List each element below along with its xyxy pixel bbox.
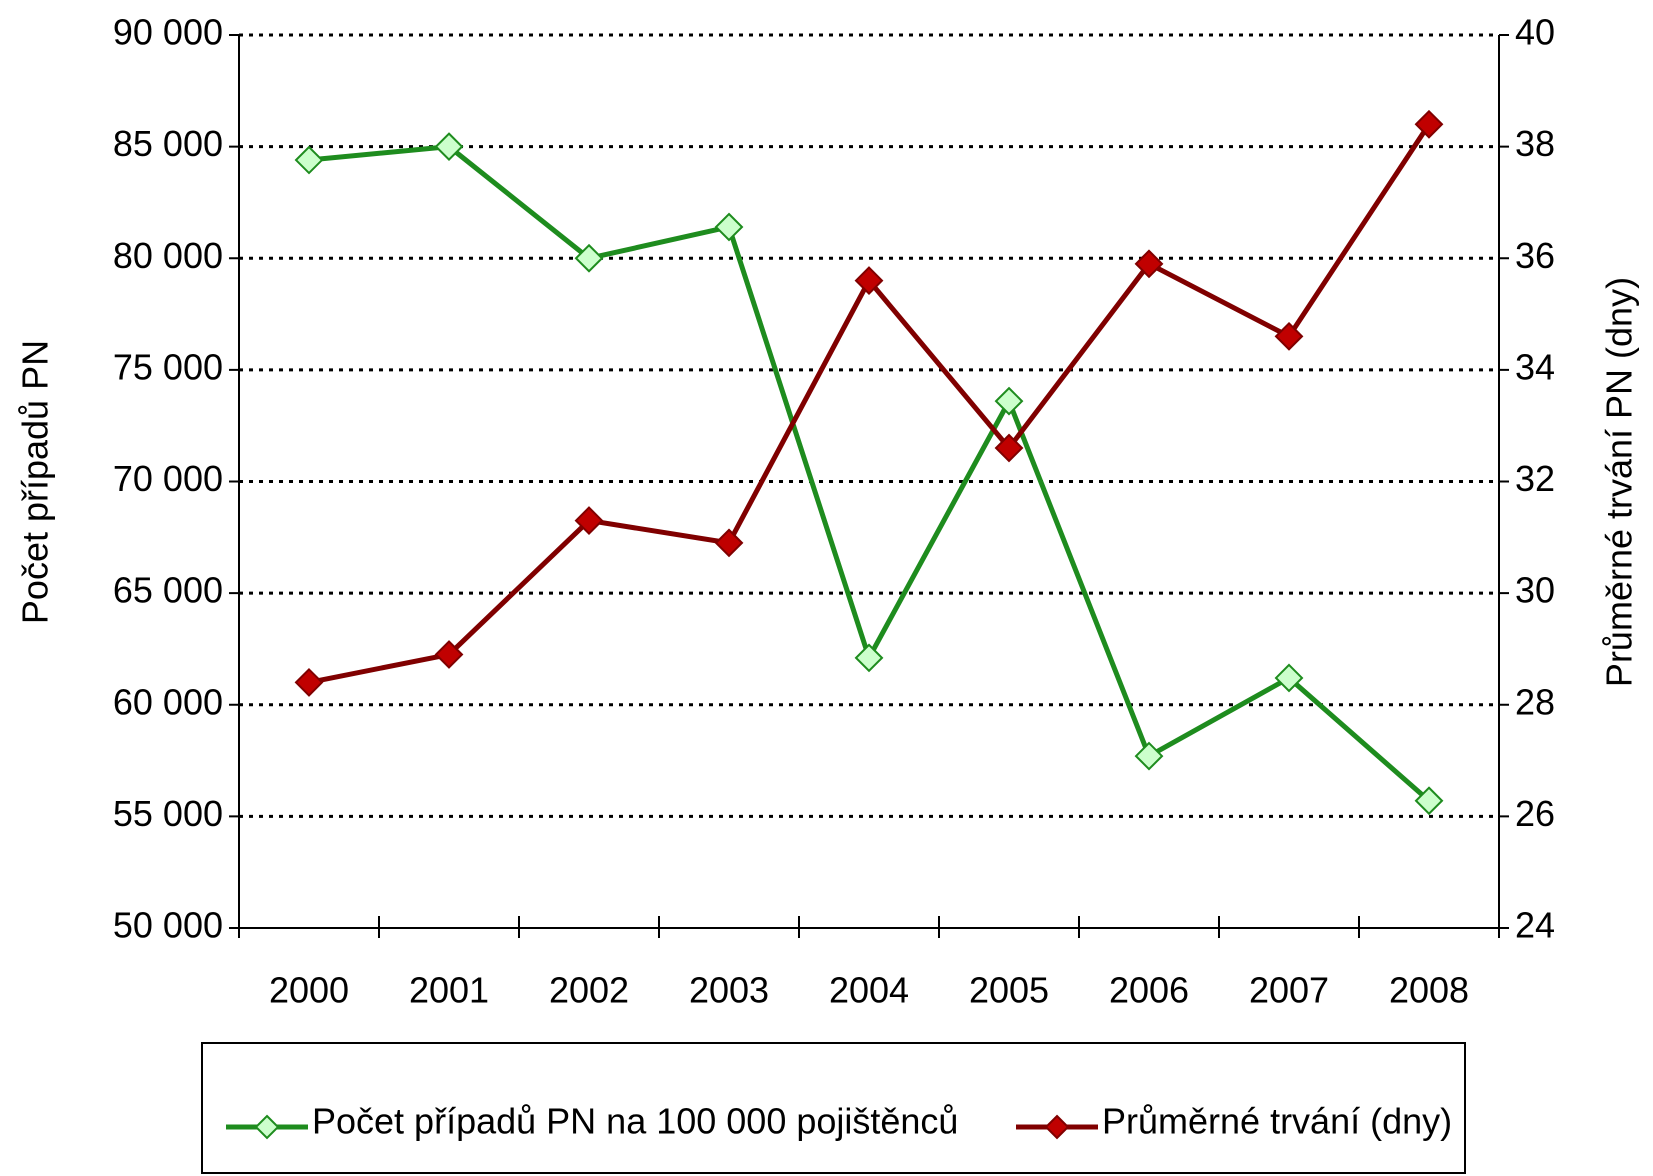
marker — [1414, 786, 1444, 816]
x-tick-label: 2001 — [409, 970, 489, 1011]
x-tick-label: 2006 — [1109, 970, 1189, 1011]
marker — [1134, 249, 1164, 279]
legend-box — [201, 1042, 1466, 1174]
y-axis-title: Počet případů PN — [15, 340, 56, 624]
y2-axis-title: Průměrné trvání PN (dny) — [1599, 277, 1640, 687]
x-tick-label: 2007 — [1249, 970, 1329, 1011]
y-tick-label: 60 000 — [113, 681, 223, 722]
marker — [294, 668, 324, 697]
y2-tick-label: 24 — [1515, 905, 1555, 946]
y2-tick-label: 28 — [1515, 681, 1555, 722]
y-tick-label: 80 000 — [113, 235, 223, 276]
marker — [294, 145, 324, 175]
x-tick-label: 2004 — [829, 970, 909, 1011]
marker — [1134, 741, 1164, 771]
y2-tick-label: 36 — [1515, 235, 1555, 276]
y2-tick-label: 26 — [1515, 793, 1555, 834]
y2-tick-label: 40 — [1515, 12, 1555, 53]
x-tick-label: 2000 — [269, 970, 349, 1011]
y-tick-label: 50 000 — [113, 905, 223, 946]
y-tick-label: 90 000 — [113, 12, 223, 53]
marker — [434, 132, 464, 162]
marker — [434, 640, 464, 669]
marker — [574, 243, 604, 273]
marker — [714, 212, 744, 242]
legend-marker — [1044, 1114, 1070, 1140]
marker — [854, 643, 884, 673]
y-tick-label: 65 000 — [113, 570, 223, 611]
marker — [714, 528, 744, 558]
y2-tick-label: 32 — [1515, 458, 1555, 499]
marker — [1414, 109, 1444, 139]
marker — [854, 266, 884, 295]
y2-tick-label: 30 — [1515, 570, 1555, 611]
y2-tick-label: 34 — [1515, 346, 1555, 387]
x-tick-label: 2005 — [969, 970, 1049, 1011]
series-line — [308, 122, 1432, 685]
marker — [1274, 321, 1304, 351]
legend-label: Počet případů PN na 100 000 pojištěnců — [312, 1101, 958, 1142]
legend-marker — [254, 1114, 280, 1140]
marker — [994, 386, 1024, 416]
series-line — [308, 144, 1431, 803]
y-tick-label: 85 000 — [113, 123, 223, 164]
legend-label: Průměrné trvání (dny) — [1102, 1101, 1452, 1142]
y2-tick-label: 38 — [1515, 123, 1555, 164]
x-tick-label: 2008 — [1389, 970, 1469, 1011]
marker — [994, 433, 1024, 463]
marker — [1274, 663, 1304, 693]
y-tick-label: 70 000 — [113, 458, 223, 499]
x-tick-label: 2003 — [689, 970, 769, 1011]
x-tick-label: 2002 — [549, 970, 629, 1011]
marker — [574, 506, 604, 535]
y-tick-label: 55 000 — [113, 793, 223, 834]
y-tick-label: 75 000 — [113, 346, 223, 387]
